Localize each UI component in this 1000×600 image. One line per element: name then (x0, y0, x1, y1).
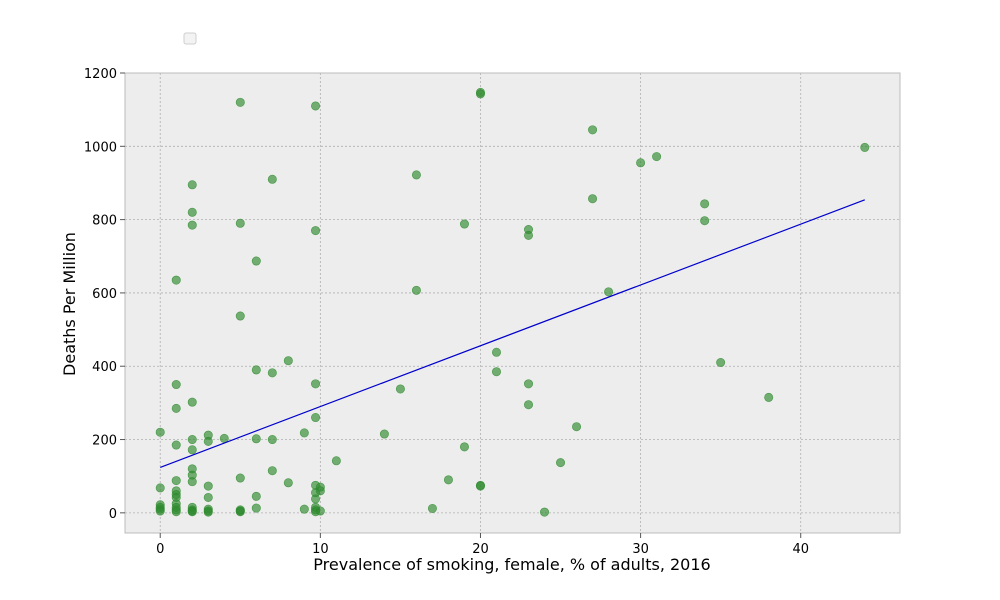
data-point (267, 466, 277, 476)
data-point (155, 506, 165, 516)
data-point (171, 380, 181, 390)
data-point (475, 89, 485, 99)
x-tick-label: 0 (156, 542, 164, 557)
plot-frame (124, 72, 901, 534)
data-point (299, 504, 309, 514)
data-point (235, 218, 245, 228)
data-point (636, 158, 646, 168)
data-point (311, 413, 321, 423)
data-point (311, 379, 321, 389)
data-point (299, 428, 309, 438)
data-point (540, 507, 550, 517)
data-point (411, 170, 421, 180)
data-point (524, 230, 534, 240)
data-point (203, 481, 213, 491)
fit-line (160, 199, 865, 468)
data-point (716, 358, 726, 368)
y-tick-label: 800 (92, 214, 117, 229)
y-tick-label: 400 (92, 360, 117, 375)
data-point (556, 458, 566, 468)
data-point (251, 503, 261, 513)
data-point (203, 436, 213, 446)
data-point (395, 384, 405, 394)
data-point (311, 494, 321, 504)
data-point (171, 476, 181, 486)
data-point (235, 473, 245, 483)
x-tick-label: 30 (632, 542, 649, 557)
y-tick-label: 200 (92, 434, 117, 449)
data-point (475, 481, 485, 491)
legend-frame (183, 32, 197, 45)
data-point (700, 199, 710, 209)
data-point (187, 180, 197, 190)
x-tick-label: 20 (472, 542, 489, 557)
x-axis-title: Prevalence of smoking, female, % of adul… (313, 555, 710, 574)
y-tick-label: 1200 (84, 67, 117, 82)
data-point (187, 207, 197, 217)
data-point (491, 347, 501, 357)
data-point (524, 379, 534, 389)
data-point (764, 392, 774, 402)
data-point (187, 477, 197, 487)
data-point (187, 435, 197, 445)
data-point (491, 367, 501, 377)
data-point (604, 287, 614, 297)
plot-background (125, 73, 900, 533)
data-point (203, 492, 213, 502)
data-point (411, 285, 421, 295)
data-point (283, 356, 293, 366)
data-point (860, 142, 870, 152)
x-tick-label: 10 (312, 542, 329, 557)
data-point (187, 220, 197, 230)
data-point (251, 491, 261, 501)
data-point (311, 226, 321, 236)
data-point (187, 507, 197, 517)
legend (183, 32, 197, 45)
y-tick-label: 1000 (84, 140, 117, 155)
data-point (171, 507, 181, 517)
data-point (171, 275, 181, 285)
data-point (379, 429, 389, 439)
data-point (267, 174, 277, 184)
data-point (315, 506, 325, 516)
data-point (235, 97, 245, 107)
data-point (315, 486, 325, 496)
data-point (251, 365, 261, 375)
data-point (155, 427, 165, 437)
data-point (267, 435, 277, 445)
data-point (187, 397, 197, 407)
data-point (235, 311, 245, 321)
data-point (155, 483, 165, 493)
data-point (171, 403, 181, 413)
data-point (251, 256, 261, 266)
data-point (171, 440, 181, 450)
data-point (700, 216, 710, 226)
data-point (311, 101, 321, 111)
x-tick-label: 40 (792, 542, 809, 557)
data-point (459, 442, 469, 452)
data-point (443, 475, 453, 485)
y-tick-label: 0 (109, 507, 117, 522)
data-point (331, 456, 341, 466)
data-point (283, 478, 293, 488)
data-point (588, 125, 598, 135)
data-point (235, 507, 245, 517)
y-axis-title: Deaths Per Million (60, 232, 79, 376)
data-point (267, 368, 277, 378)
data-point (251, 434, 261, 444)
data-point (459, 219, 469, 229)
data-point (652, 152, 662, 162)
data-point (524, 400, 534, 410)
data-point (427, 503, 437, 513)
y-tick-label: 600 (92, 287, 117, 302)
data-point (203, 507, 213, 517)
data-point (572, 422, 582, 432)
data-point (187, 445, 197, 455)
data-point (588, 194, 598, 204)
